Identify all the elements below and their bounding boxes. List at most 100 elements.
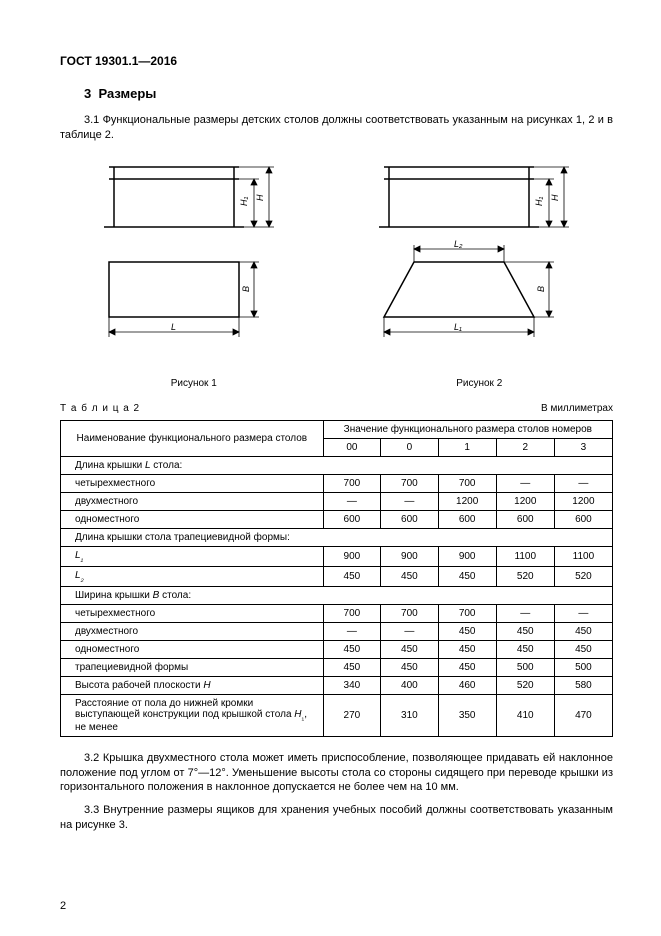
value-cell: —	[381, 492, 438, 510]
value-cell: —	[554, 474, 612, 492]
value-cell: —	[496, 604, 554, 622]
table-row: Расстояние от пола до нижней кромки выст…	[61, 694, 613, 736]
name-cell: L₂	[61, 566, 324, 586]
name-cell: одноместного	[61, 640, 324, 658]
table-row: двухместного——120012001200	[61, 492, 613, 510]
value-cell: 450	[438, 640, 496, 658]
value-cell: 1200	[438, 492, 496, 510]
value-cell: 520	[554, 566, 612, 586]
value-cell: 450	[323, 658, 380, 676]
th-name: Наименование функционального размера сто…	[61, 420, 324, 456]
name-cell: трапециевидной формы	[61, 658, 324, 676]
value-cell: 700	[381, 474, 438, 492]
value-cell: 1200	[496, 492, 554, 510]
col-1: 1	[438, 438, 496, 456]
table-row: четырехместного700700700——	[61, 474, 613, 492]
figure-2-caption: Рисунок 2	[346, 378, 614, 389]
value-cell: 350	[438, 694, 496, 736]
value-cell: 470	[554, 694, 612, 736]
value-cell: 450	[438, 622, 496, 640]
value-cell: 520	[496, 676, 554, 694]
table-row: Длина крышки L стола:	[61, 456, 613, 474]
value-cell: 580	[554, 676, 612, 694]
th-values: Значение функционального размера столов …	[323, 420, 612, 438]
value-cell: 410	[496, 694, 554, 736]
figures-row: H₁ H B	[60, 157, 613, 389]
value-cell: —	[381, 622, 438, 640]
name-cell: двухместного	[61, 492, 324, 510]
table-row: Высота рабочей плоскости H34040046052058…	[61, 676, 613, 694]
value-cell: 1100	[554, 546, 612, 566]
value-cell: 450	[496, 640, 554, 658]
table-units: В миллиметрах	[541, 403, 613, 414]
para-3-2: 3.2 Крышка двухместного стола может имет…	[60, 751, 613, 796]
svg-text:H₁: H₁	[534, 196, 544, 205]
value-cell: 600	[323, 510, 380, 528]
section-cell: Ширина крышки B стола:	[61, 586, 613, 604]
value-cell: 1200	[554, 492, 612, 510]
value-cell: 450	[381, 658, 438, 676]
doc-header: ГОСТ 19301.1—2016	[60, 54, 613, 68]
svg-text:B: B	[241, 286, 251, 292]
name-cell: четырехместного	[61, 474, 324, 492]
value-cell: 500	[496, 658, 554, 676]
col-2: 2	[496, 438, 554, 456]
name-cell: L₁	[61, 546, 324, 566]
para-3-1: 3.1 Функциональные размеры детских столо…	[60, 113, 613, 143]
value-cell: 900	[438, 546, 496, 566]
value-cell: 450	[554, 622, 612, 640]
page-number: 2	[60, 900, 66, 912]
svg-text:H: H	[550, 194, 560, 201]
name-cell: четырехместного	[61, 604, 324, 622]
value-cell: 500	[554, 658, 612, 676]
table-row: одноместного600600600600600	[61, 510, 613, 528]
value-cell: 450	[381, 566, 438, 586]
value-cell: —	[323, 622, 380, 640]
svg-text:L₂: L₂	[454, 239, 463, 249]
svg-text:H: H	[255, 194, 265, 201]
figure-2: H₁ H L₂	[346, 157, 614, 389]
figure-1: H₁ H B	[60, 157, 328, 389]
table-row: L₁90090090011001100	[61, 546, 613, 566]
name-cell: Высота рабочей плоскости H	[61, 676, 324, 694]
value-cell: 520	[496, 566, 554, 586]
table-row: четырехместного700700700——	[61, 604, 613, 622]
name-cell: двухместного	[61, 622, 324, 640]
value-cell: 450	[323, 566, 380, 586]
value-cell: 270	[323, 694, 380, 736]
svg-text:L: L	[171, 322, 176, 332]
svg-text:B: B	[536, 286, 546, 292]
table-label: Т а б л и ц а 2	[60, 403, 140, 414]
section-cell: Длина крышки L стола:	[61, 456, 613, 474]
value-cell: 450	[496, 622, 554, 640]
value-cell: 600	[438, 510, 496, 528]
value-cell: 450	[323, 640, 380, 658]
table-row: двухместного——450450450	[61, 622, 613, 640]
value-cell: 1100	[496, 546, 554, 566]
table-row: трапециевидной формы450450450500500	[61, 658, 613, 676]
col-00: 00	[323, 438, 380, 456]
value-cell: 600	[496, 510, 554, 528]
value-cell: 450	[438, 566, 496, 586]
svg-text:L₁: L₁	[454, 322, 462, 332]
value-cell: 400	[381, 676, 438, 694]
value-cell: 460	[438, 676, 496, 694]
value-cell: 450	[438, 658, 496, 676]
value-cell: 450	[554, 640, 612, 658]
section-number: 3	[84, 86, 91, 101]
figure-1-caption: Рисунок 1	[60, 378, 328, 389]
svg-text:H₁: H₁	[239, 196, 249, 205]
value-cell: —	[554, 604, 612, 622]
value-cell: 450	[381, 640, 438, 658]
value-cell: 700	[323, 474, 380, 492]
dimensions-table: Наименование функционального размера сто…	[60, 420, 613, 737]
value-cell: —	[496, 474, 554, 492]
section-name: Размеры	[98, 86, 156, 101]
value-cell: 700	[438, 474, 496, 492]
section-cell: Длина крышки стола трапециевидной формы:	[61, 528, 613, 546]
table-row: Длина крышки стола трапециевидной формы:	[61, 528, 613, 546]
value-cell: 600	[554, 510, 612, 528]
name-cell: Расстояние от пола до нижней кромки выст…	[61, 694, 324, 736]
value-cell: 310	[381, 694, 438, 736]
col-0: 0	[381, 438, 438, 456]
